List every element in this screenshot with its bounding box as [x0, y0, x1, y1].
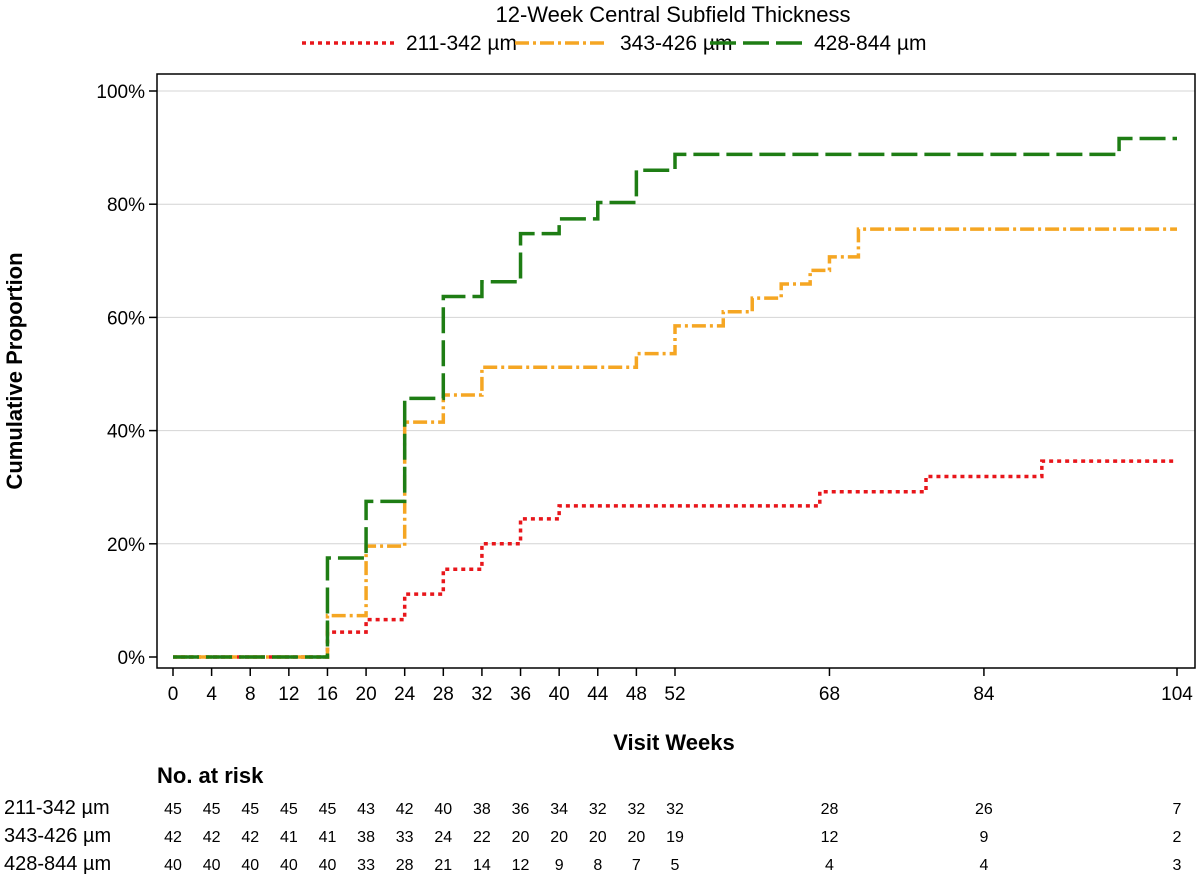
x-tick-label: 44 — [587, 684, 609, 705]
risk-cell: 40 — [280, 857, 298, 874]
risk-cell: 45 — [241, 801, 259, 818]
risk-cell: 32 — [589, 801, 607, 818]
x-axis-label: Visit Weeks — [613, 730, 734, 755]
risk-cell: 41 — [319, 829, 337, 846]
risk-cell: 32 — [666, 801, 684, 818]
risk-cell: 12 — [821, 829, 839, 846]
x-tick-label: 84 — [973, 684, 995, 705]
x-tick-label: 0 — [168, 684, 179, 705]
risk-cell: 20 — [550, 829, 568, 846]
risk-cell: 14 — [473, 857, 491, 874]
legend-label-3: 428-844 µm — [814, 32, 927, 55]
risk-cell: 7 — [632, 857, 641, 874]
x-tick-label: 52 — [664, 684, 685, 705]
risk-cell: 45 — [280, 801, 298, 818]
risk-cell: 12 — [512, 857, 530, 874]
risk-cell: 26 — [975, 801, 993, 818]
risk-row-label: 343-426 µm — [4, 825, 111, 847]
risk-table-header: No. at risk — [157, 763, 264, 788]
risk-cell: 42 — [396, 801, 414, 818]
legend: 211-342 µm 343-426 µm 428-844 µm — [302, 32, 927, 55]
risk-cell: 42 — [164, 829, 182, 846]
risk-cell: 3 — [1173, 857, 1182, 874]
risk-cell: 34 — [550, 801, 568, 818]
risk-cell: 40 — [203, 857, 221, 874]
risk-cell: 4 — [825, 857, 834, 874]
risk-cell: 28 — [396, 857, 414, 874]
series-line-2 — [173, 227, 1177, 659]
chart-title: 12-Week Central Subfield Thickness — [495, 2, 850, 27]
risk-cell: 22 — [473, 829, 491, 846]
risk-table: 211-342 µm 45 45 45 45 45 43 42 40 38 36 34 32 32 32 28… — [4, 797, 1182, 875]
risk-row-label: 211-342 µm — [4, 797, 110, 819]
x-tick-label: 40 — [549, 684, 570, 705]
risk-cell: 36 — [512, 801, 530, 818]
risk-cell: 28 — [821, 801, 839, 818]
gridlines — [157, 90, 1195, 545]
risk-cell: 9 — [979, 829, 988, 846]
x-axis: 0 4 8 12 16 20 24 28 32 36 40 44 48 52 68 84 104 — [168, 668, 1193, 705]
x-tick-label: 24 — [394, 684, 416, 705]
risk-cell: 4 — [979, 857, 988, 874]
risk-cell: 40 — [319, 857, 337, 874]
risk-cell: 33 — [396, 829, 414, 846]
risk-cell: 21 — [434, 857, 452, 874]
x-tick-label: 68 — [819, 684, 840, 705]
risk-cell: 2 — [1173, 829, 1182, 846]
plot-frame — [156, 73, 1196, 669]
y-axis: 0% 20% 40% 60% 80% 100% — [96, 82, 157, 669]
y-tick-label: 80% — [107, 195, 145, 216]
x-tick-label: 20 — [356, 684, 377, 705]
risk-cell: 7 — [1173, 801, 1182, 818]
x-tick-label: 16 — [317, 684, 338, 705]
x-tick-label: 28 — [433, 684, 454, 705]
series-line-3 — [173, 136, 1177, 659]
risk-cell: 9 — [555, 857, 564, 874]
x-tick-label: 32 — [471, 684, 492, 705]
risk-cell: 40 — [241, 857, 259, 874]
risk-cell: 40 — [164, 857, 182, 874]
risk-cell: 20 — [589, 829, 607, 846]
y-tick-label: 60% — [107, 308, 145, 329]
risk-cell: 43 — [357, 801, 375, 818]
risk-cell: 8 — [593, 857, 602, 874]
risk-cell: 45 — [203, 801, 221, 818]
risk-cell: 42 — [203, 829, 221, 846]
x-tick-label: 4 — [206, 684, 217, 705]
y-axis-label: Cumulative Proportion — [2, 252, 27, 489]
risk-cell: 38 — [473, 801, 491, 818]
risk-cell: 45 — [319, 801, 337, 818]
x-tick-label: 12 — [278, 684, 299, 705]
risk-row-label: 428-844 µm — [4, 853, 111, 875]
x-tick-label: 104 — [1161, 684, 1193, 705]
x-tick-label: 36 — [510, 684, 531, 705]
risk-cell: 41 — [280, 829, 298, 846]
risk-cell: 42 — [241, 829, 259, 846]
risk-cell: 33 — [357, 857, 375, 874]
series-layer — [173, 136, 1177, 659]
risk-cell: 45 — [164, 801, 182, 818]
risk-cell: 19 — [666, 829, 684, 846]
risk-cell: 38 — [357, 829, 375, 846]
y-tick-label: 0% — [118, 648, 146, 669]
x-tick-label: 8 — [245, 684, 256, 705]
y-tick-label: 40% — [107, 422, 145, 443]
legend-label-1: 211-342 µm — [406, 32, 517, 55]
risk-cell: 20 — [627, 829, 645, 846]
x-tick-label: 48 — [626, 684, 647, 705]
risk-cell: 5 — [671, 857, 680, 874]
y-tick-label: 20% — [107, 535, 145, 556]
risk-cell: 40 — [434, 801, 452, 818]
legend-label-2: 343-426 µm — [620, 32, 733, 55]
risk-cell: 32 — [627, 801, 645, 818]
y-tick-label: 100% — [96, 82, 145, 103]
risk-cell: 20 — [512, 829, 530, 846]
series-line-1 — [173, 459, 1177, 659]
risk-cell: 24 — [434, 829, 452, 846]
